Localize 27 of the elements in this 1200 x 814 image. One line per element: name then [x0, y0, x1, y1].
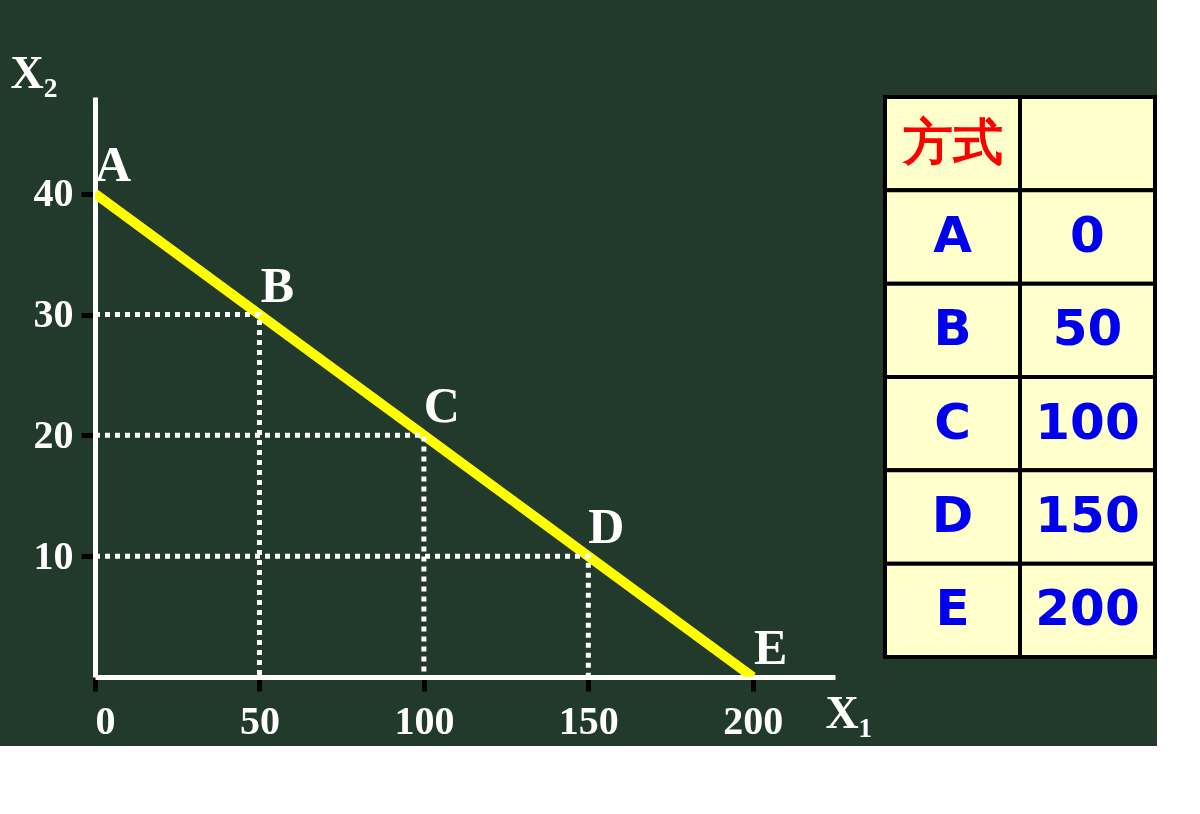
x-tick-label: 100	[394, 697, 455, 743]
text: E	[935, 579, 970, 638]
text: 150	[1035, 486, 1140, 544]
y-tick-label: 40	[33, 170, 74, 216]
x-tick-label: 200	[723, 697, 784, 743]
annotation: C	[423, 377, 460, 434]
y-tick-label: 30	[33, 291, 74, 336]
y-axis-title: X₂	[10, 46, 58, 98]
x-tick-label: 50	[239, 697, 280, 743]
annotation: D	[588, 498, 625, 555]
text: C	[934, 392, 971, 451]
text: 100	[1035, 392, 1140, 451]
text: 0	[1070, 206, 1105, 264]
annotation: A	[94, 135, 132, 192]
text: D	[931, 486, 974, 544]
text: B	[933, 299, 972, 358]
text: 方式	[900, 112, 1003, 171]
x-tick-label: 0	[95, 697, 116, 743]
y-tick-label: 20	[33, 411, 74, 457]
annotation: E	[754, 619, 788, 675]
text: 200	[1035, 579, 1140, 638]
y-tick-label: 10	[33, 532, 74, 578]
x-axis-title: X₁	[825, 686, 873, 738]
text: A	[933, 206, 973, 264]
annotation: B	[260, 256, 295, 313]
text: 50	[1052, 299, 1123, 358]
x-tick-label: 150	[558, 697, 619, 743]
